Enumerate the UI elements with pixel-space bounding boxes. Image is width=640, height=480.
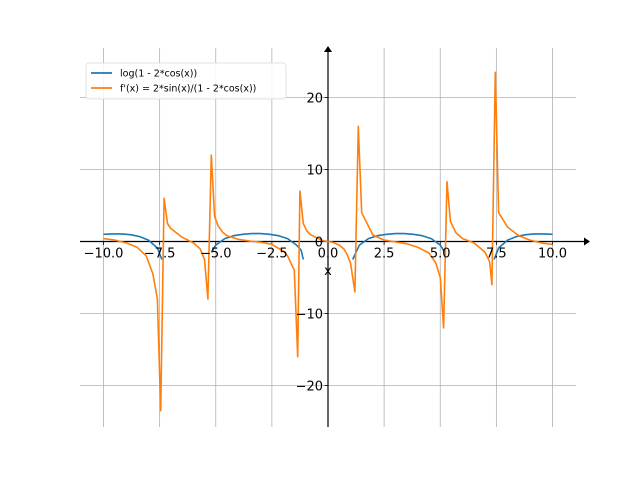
y-tick-label: −10 xyxy=(296,308,323,323)
y-axis-arrow xyxy=(324,46,332,52)
x-axis-arrow xyxy=(584,237,590,246)
x-tick-label: −7.5 xyxy=(144,247,176,262)
legend-frame xyxy=(85,62,287,100)
series-lines xyxy=(103,71,553,412)
y-tick-label: 0 xyxy=(315,236,323,251)
y-tick-label: −20 xyxy=(296,380,323,395)
series-line-1 xyxy=(103,233,163,260)
legend-label-2: f'(x) = 2*sin(x)/(1 - 2*cos(x)) xyxy=(120,84,256,95)
y-tick-label: 20 xyxy=(306,92,323,107)
axes xyxy=(80,46,590,427)
legend-label-1: log(1 - 2*cos(x)) xyxy=(120,69,197,80)
x-tick-label: 10.0 xyxy=(538,247,567,262)
y-tick-label: 10 xyxy=(306,164,323,179)
x-tick-label: 7.5 xyxy=(486,247,507,262)
x-tick-label: 0.0 xyxy=(318,247,339,262)
x-axis-label: x xyxy=(324,264,332,279)
tick-labels: −10.0 −7.5 −5.0 −2.5 0.0 2.5 5.0 7.5 10.0 −20 −10 0… xyxy=(84,92,567,395)
x-tick-label: 2.5 xyxy=(374,247,395,262)
x-tick-label: −5.0 xyxy=(200,247,232,262)
series-line-2 xyxy=(103,71,553,412)
x-tick-label: 5.0 xyxy=(430,247,451,262)
legend: log(1 - 2*cos(x)) f'(x) = 2*sin(x)/(1 - 2… xyxy=(85,62,287,100)
series-line-1 xyxy=(351,232,446,260)
series-line-1 xyxy=(210,232,305,260)
x-tick-label: −10.0 xyxy=(84,247,124,262)
x-tick-label: −2.5 xyxy=(256,247,288,262)
series-line-1 xyxy=(493,233,553,260)
